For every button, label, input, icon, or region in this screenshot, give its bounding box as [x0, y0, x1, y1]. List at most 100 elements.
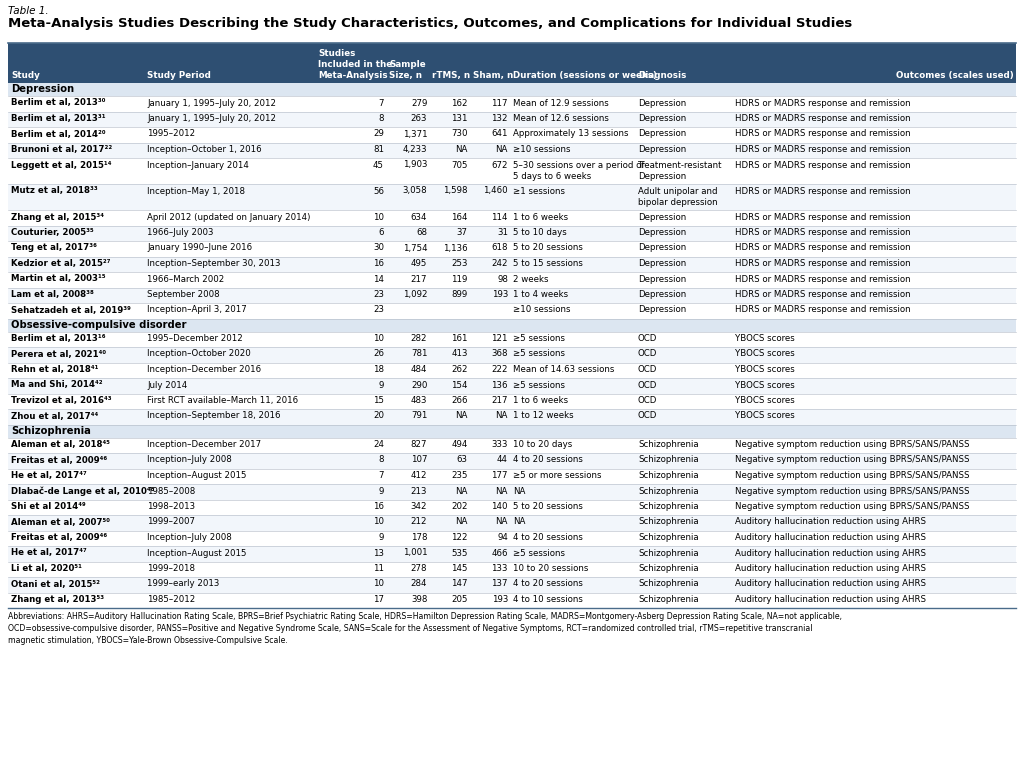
- Text: NA: NA: [456, 145, 468, 154]
- Text: Aleman et al, 2018⁴⁵: Aleman et al, 2018⁴⁵: [11, 440, 110, 449]
- Text: Teng et al, 2017³⁶: Teng et al, 2017³⁶: [11, 244, 97, 252]
- Text: 495: 495: [411, 259, 427, 268]
- Text: 342: 342: [411, 502, 427, 511]
- Text: Schizophrenia: Schizophrenia: [638, 533, 698, 542]
- Text: Inception–May 1, 2018: Inception–May 1, 2018: [147, 187, 245, 196]
- Text: YBOCS scores: YBOCS scores: [735, 396, 795, 405]
- Text: 98: 98: [497, 274, 508, 284]
- Text: Meta-Analysis Studies Describing the Study Characteristics, Outcomes, and Compli: Meta-Analysis Studies Describing the Stu…: [8, 17, 852, 30]
- Text: 7: 7: [379, 99, 384, 107]
- Text: Negative symptom reduction using BPRS/SANS/PANSS: Negative symptom reduction using BPRS/SA…: [735, 502, 970, 511]
- Text: NA: NA: [513, 487, 525, 496]
- Text: 18: 18: [373, 365, 384, 374]
- Bar: [8, 530, 1016, 546]
- Text: Depression: Depression: [638, 130, 686, 139]
- Text: Depression: Depression: [638, 290, 686, 299]
- Text: 4 to 10 sessions: 4 to 10 sessions: [513, 595, 583, 604]
- Bar: [8, 469, 1016, 484]
- Text: ≥5 or more sessions: ≥5 or more sessions: [513, 471, 601, 480]
- Text: 131: 131: [452, 114, 468, 123]
- Text: OCD: OCD: [638, 349, 657, 359]
- Bar: [8, 546, 1016, 561]
- Text: 1985–2012: 1985–2012: [147, 595, 196, 604]
- Text: 5 to 10 days: 5 to 10 days: [513, 228, 566, 237]
- Text: NA: NA: [513, 517, 525, 527]
- Text: 31: 31: [497, 228, 508, 237]
- Text: Freitas et al, 2009⁴⁶: Freitas et al, 2009⁴⁶: [11, 533, 108, 542]
- Text: Schizophrenia: Schizophrenia: [638, 440, 698, 449]
- Text: Approximately 13 sessions: Approximately 13 sessions: [513, 130, 629, 139]
- Text: 222: 222: [492, 365, 508, 374]
- Text: NA: NA: [496, 145, 508, 154]
- Text: 5 to 15 sessions: 5 to 15 sessions: [513, 259, 583, 268]
- Bar: [8, 143, 1016, 158]
- Text: 266: 266: [452, 396, 468, 405]
- Bar: [8, 500, 1016, 515]
- Text: 1995–2012: 1995–2012: [147, 130, 196, 139]
- Bar: [8, 257, 1016, 272]
- Text: 205: 205: [452, 595, 468, 604]
- Bar: [8, 378, 1016, 393]
- Text: 81: 81: [373, 145, 384, 154]
- Text: 1,754: 1,754: [402, 244, 427, 252]
- Text: Obsessive-compulsive disorder: Obsessive-compulsive disorder: [11, 320, 186, 330]
- Text: 2 weeks: 2 weeks: [513, 274, 549, 284]
- Bar: [8, 362, 1016, 378]
- Text: 1,136: 1,136: [443, 244, 468, 252]
- Text: Schizophrenia: Schizophrenia: [11, 426, 91, 436]
- Text: 1,598: 1,598: [443, 187, 468, 196]
- Text: Sehatzadeh et al, 2019³⁹: Sehatzadeh et al, 2019³⁹: [11, 305, 131, 315]
- Text: Duration (sessions or weeks): Duration (sessions or weeks): [513, 71, 657, 80]
- Text: 1,371: 1,371: [402, 130, 427, 139]
- Text: 23: 23: [373, 290, 384, 299]
- Text: 290: 290: [411, 381, 427, 389]
- Text: 705: 705: [452, 160, 468, 170]
- Bar: [8, 210, 1016, 225]
- Bar: [8, 332, 1016, 347]
- Text: 368: 368: [492, 349, 508, 359]
- Text: 1999–early 2013: 1999–early 2013: [147, 580, 219, 588]
- Text: HDRS or MADRS response and remission: HDRS or MADRS response and remission: [735, 145, 910, 154]
- Text: Depression: Depression: [638, 244, 686, 252]
- Text: Inception–September 30, 2013: Inception–September 30, 2013: [147, 259, 281, 268]
- Bar: [8, 96, 1016, 112]
- Text: YBOCS scores: YBOCS scores: [735, 334, 795, 343]
- Text: 164: 164: [452, 213, 468, 221]
- Text: 5 to 20 sessions: 5 to 20 sessions: [513, 502, 583, 511]
- Text: HDRS or MADRS response and remission: HDRS or MADRS response and remission: [735, 187, 910, 196]
- Text: Inception–August 2015: Inception–August 2015: [147, 548, 247, 557]
- Bar: [8, 303, 1016, 318]
- Text: 94: 94: [497, 533, 508, 542]
- Text: Table 1.: Table 1.: [8, 6, 48, 16]
- Text: 56: 56: [373, 187, 384, 196]
- Text: Auditory hallucination reduction using AHRS: Auditory hallucination reduction using A…: [735, 517, 926, 527]
- Text: 10: 10: [373, 334, 384, 343]
- Bar: [8, 241, 1016, 257]
- Text: 412: 412: [411, 471, 427, 480]
- Text: NA: NA: [496, 487, 508, 496]
- Text: 253: 253: [452, 259, 468, 268]
- Text: 212: 212: [411, 517, 427, 527]
- Text: Schizophrenia: Schizophrenia: [638, 517, 698, 527]
- Text: 45: 45: [373, 160, 384, 170]
- Text: First RCT available–March 11, 2016: First RCT available–March 11, 2016: [147, 396, 298, 405]
- Text: September 2008: September 2008: [147, 290, 220, 299]
- Bar: [8, 437, 1016, 453]
- Text: ≥10 sessions: ≥10 sessions: [513, 305, 570, 315]
- Text: Depression: Depression: [638, 305, 686, 315]
- Text: Depression: Depression: [638, 228, 686, 237]
- Text: HDRS or MADRS response and remission: HDRS or MADRS response and remission: [735, 259, 910, 268]
- Text: 4 to 20 sessions: 4 to 20 sessions: [513, 580, 583, 588]
- Bar: [8, 127, 1016, 143]
- Text: 30: 30: [373, 244, 384, 252]
- Text: 133: 133: [492, 564, 508, 573]
- Text: 136: 136: [492, 381, 508, 389]
- Bar: [8, 592, 1016, 608]
- Bar: [8, 272, 1016, 288]
- Text: 262: 262: [452, 365, 468, 374]
- Text: 140: 140: [492, 502, 508, 511]
- Text: 217: 217: [411, 274, 427, 284]
- Text: 10: 10: [373, 517, 384, 527]
- Text: 263: 263: [411, 114, 427, 123]
- Text: Rehn et al, 2018⁴¹: Rehn et al, 2018⁴¹: [11, 365, 98, 374]
